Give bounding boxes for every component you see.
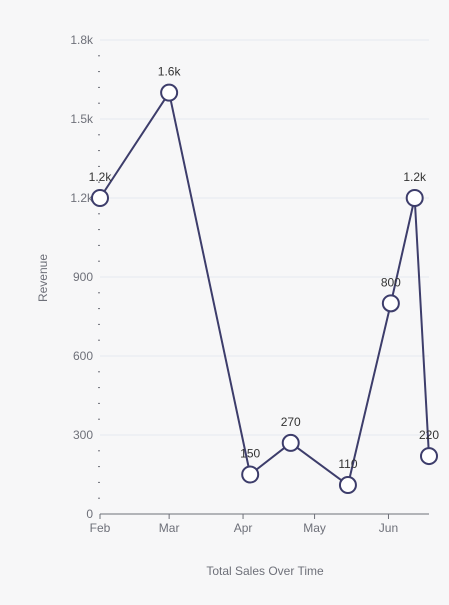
data-label: 220 — [419, 428, 439, 442]
x-axis: Feb Mar Apr May Jun — [90, 513, 429, 535]
y-minor-ticks — [98, 55, 100, 499]
x-tick-label: Apr — [234, 521, 253, 535]
data-label: 1.2k — [403, 170, 427, 184]
data-point[interactable] — [160, 83, 179, 102]
series-revenue — [91, 83, 438, 495]
data-point[interactable] — [405, 189, 424, 207]
data-label: 800 — [381, 275, 401, 289]
data-point[interactable] — [338, 476, 357, 495]
y-tick-label: 1.2k — [70, 191, 94, 205]
data-point[interactable] — [241, 465, 260, 484]
x-tick-label: Mar — [159, 521, 180, 535]
data-label: 1.6k — [158, 65, 182, 79]
x-tick-label: Jun — [379, 521, 398, 535]
grid-lines — [100, 39, 429, 436]
y-tick-label: 300 — [73, 428, 93, 442]
x-tick-label: Feb — [90, 521, 111, 535]
data-labels: 1.2k 1.6k 150 270 110 800 1.2k 220 — [89, 65, 440, 471]
x-tick-label: May — [303, 521, 326, 535]
y-tick-label: 1.8k — [70, 33, 94, 47]
data-label: 110 — [338, 457, 357, 471]
data-point[interactable] — [420, 447, 438, 466]
data-point[interactable] — [381, 294, 400, 313]
y-axis-title: Revenue — [36, 254, 50, 302]
series-line — [99, 91, 430, 487]
y-tick-label: 600 — [73, 349, 93, 363]
x-axis-title: Total Sales Over Time — [206, 564, 324, 578]
data-label: 150 — [240, 447, 260, 461]
y-axis: 0 300 600 900 1.2k 1.5k 1.8k — [70, 33, 94, 521]
y-tick-label: 900 — [73, 270, 93, 284]
data-point[interactable] — [281, 433, 300, 452]
data-label: 1.2k — [89, 170, 113, 184]
y-tick-label: 0 — [86, 507, 93, 521]
y-tick-label: 1.5k — [70, 112, 94, 126]
data-point[interactable] — [91, 189, 109, 207]
data-label: 270 — [281, 415, 301, 429]
